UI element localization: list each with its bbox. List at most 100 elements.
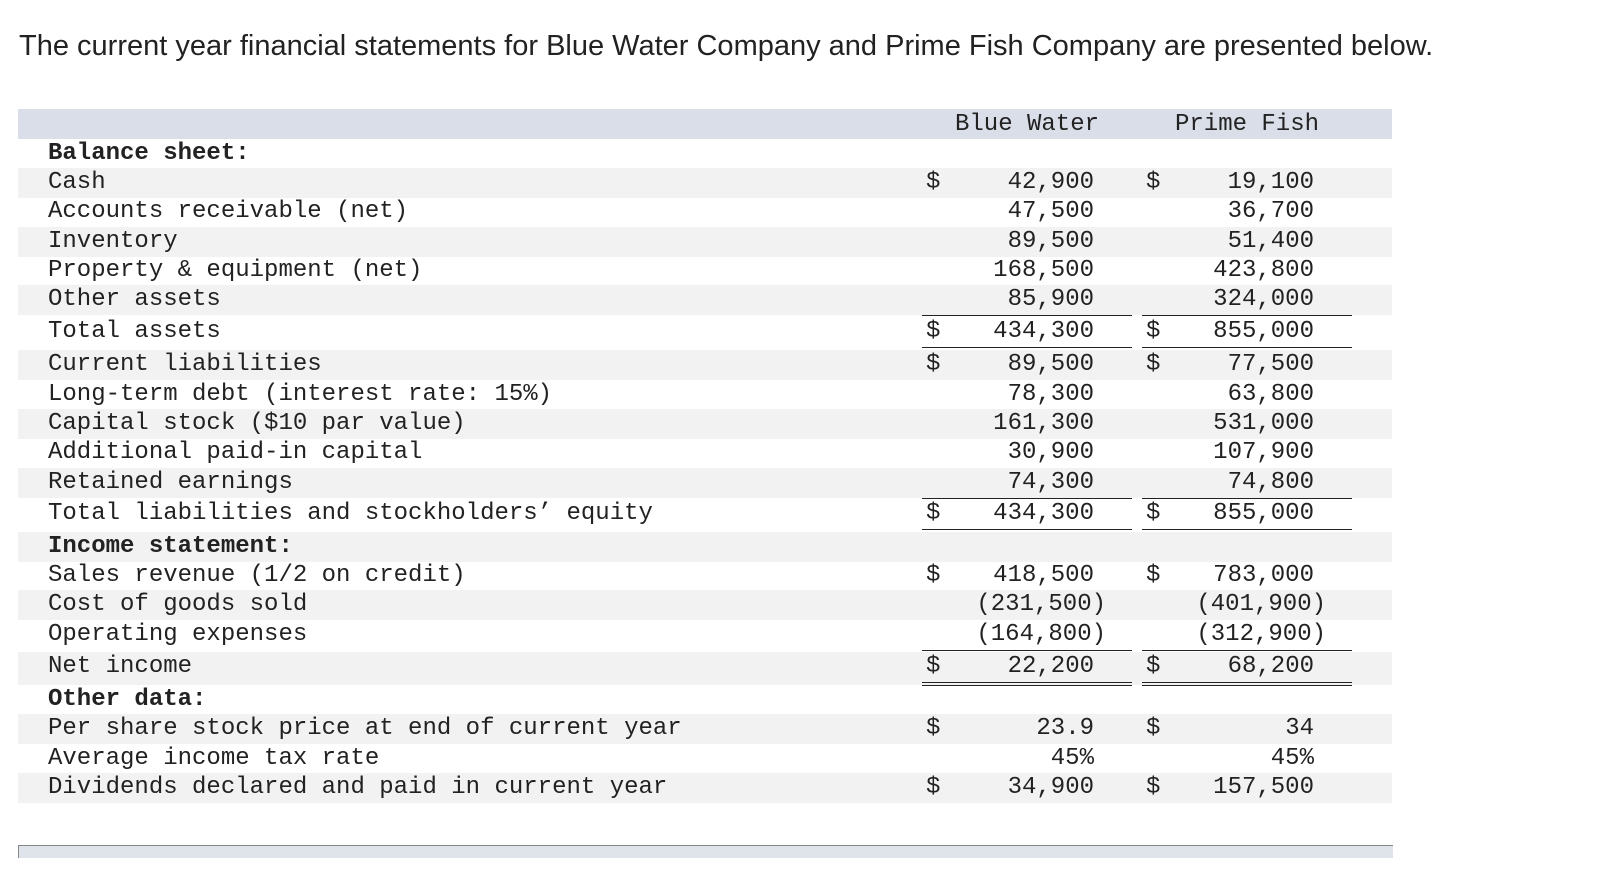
cell-value: 434,300 [993,500,1094,527]
financial-statements-table: Blue Water Prime Fish Balance sheet: Cash… [18,109,1393,858]
cell-blue-water: $34,900 [922,773,1132,803]
cell-blue-water: 74,300 [922,468,1132,499]
row-label: Dividends declared and paid in current y… [48,774,668,801]
row-label: Additional paid-in capital [48,439,423,466]
row-label: Cost of goods sold [48,591,308,618]
cell-value: 34 [1285,715,1314,742]
cell-value: (164,800) [976,621,1106,648]
cell-value: 45% [1050,745,1094,772]
table-row: Cost of goods sold (231,500) (401,900) [18,590,1392,620]
cell-value: 89,500 [1007,351,1094,378]
cell-value: 19,100 [1227,169,1314,196]
cell-blue-water: 89,500 [922,227,1132,257]
cell-value: (401,900) [1196,591,1326,618]
cell-blue-water [922,139,1132,169]
dollar-sign: $ [1146,653,1161,680]
dollar-sign: $ [1146,715,1161,742]
table-row: Average income tax rate 45% 45% [18,744,1392,774]
cell-blue-water: 78,300 [922,380,1132,410]
row-label: Net income [48,653,193,680]
cell-value: 157,500 [1213,774,1314,801]
table-row: Inventory 89,500 51,400 [18,227,1392,257]
cell-value: 68,200 [1227,653,1314,680]
table-row: Capital stock ($10 par value) 161,300 531,… [18,409,1392,439]
dollar-sign: $ [1146,562,1161,589]
row-label: Operating expenses [48,621,308,648]
cell-value: 42,900 [1007,169,1094,196]
cell-prime-fish [1142,685,1352,715]
dollar-sign: $ [926,318,941,345]
cell-value: 74,300 [1007,469,1094,496]
table-row: Property & equipment (net) 168,500 423,800 [18,256,1392,286]
row-label: Inventory [48,228,178,255]
cell-value: 85,900 [1007,286,1094,313]
cell-value: 23.9 [1036,715,1094,742]
cell-prime-fish: 45% [1142,744,1352,774]
cell-prime-fish: $783,000 [1142,561,1352,591]
cell-blue-water: 45% [922,744,1132,774]
dollar-sign: $ [1146,774,1161,801]
row-label: Capital stock ($10 par value) [48,410,466,437]
cell-value: 22,200 [1007,653,1094,680]
row-label: Accounts receivable (net) [48,198,409,225]
cell-prime-fish: $68,200 [1142,652,1352,686]
section-heading: Balance sheet: [48,140,250,167]
dollar-sign: $ [926,169,941,196]
table-row: Retained earnings 74,300 74,800 [18,468,1392,499]
dollar-sign: $ [1146,169,1161,196]
cell-value: 324,000 [1213,286,1314,313]
row-label: Per share stock price at end of current … [48,715,682,742]
cell-blue-water: $42,900 [922,168,1132,198]
intro-text: The current year financial statements fo… [19,30,1434,62]
cell-blue-water: 30,900 [922,438,1132,468]
cell-blue-water: $22,200 [922,652,1132,686]
cell-prime-fish: $34 [1142,714,1352,744]
cell-prime-fish: $157,500 [1142,773,1352,803]
cell-value: 78,300 [1007,381,1094,408]
cell-value: 36,700 [1227,198,1314,225]
cell-value: 783,000 [1213,562,1314,589]
cell-prime-fish: (312,900) [1142,620,1352,651]
cell-value: 418,500 [993,562,1094,589]
cell-prime-fish: $855,000 [1142,317,1352,351]
row-label: Other assets [48,286,221,313]
cell-prime-fish: (401,900) [1142,590,1352,620]
cell-prime-fish [1142,532,1352,562]
cell-value: 74,800 [1227,469,1314,496]
column-header-prime-fish: Prime Fish [1174,111,1320,138]
cell-value: 89,500 [1007,228,1094,255]
table-row: Cash $42,900 $19,100 [18,168,1392,198]
cell-blue-water: $23.9 [922,714,1132,744]
table-bottom-bar [18,845,1393,858]
cell-prime-fish: 423,800 [1142,256,1352,286]
cell-prime-fish: $77,500 [1142,350,1352,380]
table-row: Accounts receivable (net) 47,500 36,700 [18,197,1392,227]
cell-value: 63,800 [1227,381,1314,408]
dollar-sign: $ [926,715,941,742]
table-row: Operating expenses (164,800) (312,900) [18,620,1392,651]
cell-blue-water: $89,500 [922,350,1132,380]
cell-value: 855,000 [1213,318,1314,345]
cell-value: 45% [1270,745,1314,772]
section-heading-row: Income statement: [18,532,1392,562]
cell-value: 855,000 [1213,500,1314,527]
cell-blue-water: 168,500 [922,256,1132,286]
dollar-sign: $ [926,562,941,589]
table-row: Additional paid-in capital 30,900 107,900 [18,438,1392,468]
cell-prime-fish: 51,400 [1142,227,1352,257]
cell-blue-water [922,532,1132,562]
cell-blue-water: (164,800) [922,620,1132,651]
cell-value: (231,500) [976,591,1106,618]
dollar-sign: $ [926,774,941,801]
table-row: Dividends declared and paid in current y… [18,773,1392,803]
dollar-sign: $ [1146,351,1161,378]
cell-value: 30,900 [1007,439,1094,466]
cell-prime-fish [1142,139,1352,169]
cell-value: 107,900 [1213,439,1314,466]
table-row: Total liabilities and stockholders’ equi… [18,499,1392,533]
cell-prime-fish: 107,900 [1142,438,1352,468]
row-label: Total assets [48,318,221,345]
cell-value: 51,400 [1227,228,1314,255]
section-heading: Other data: [48,686,207,713]
cell-prime-fish: 324,000 [1142,285,1352,316]
